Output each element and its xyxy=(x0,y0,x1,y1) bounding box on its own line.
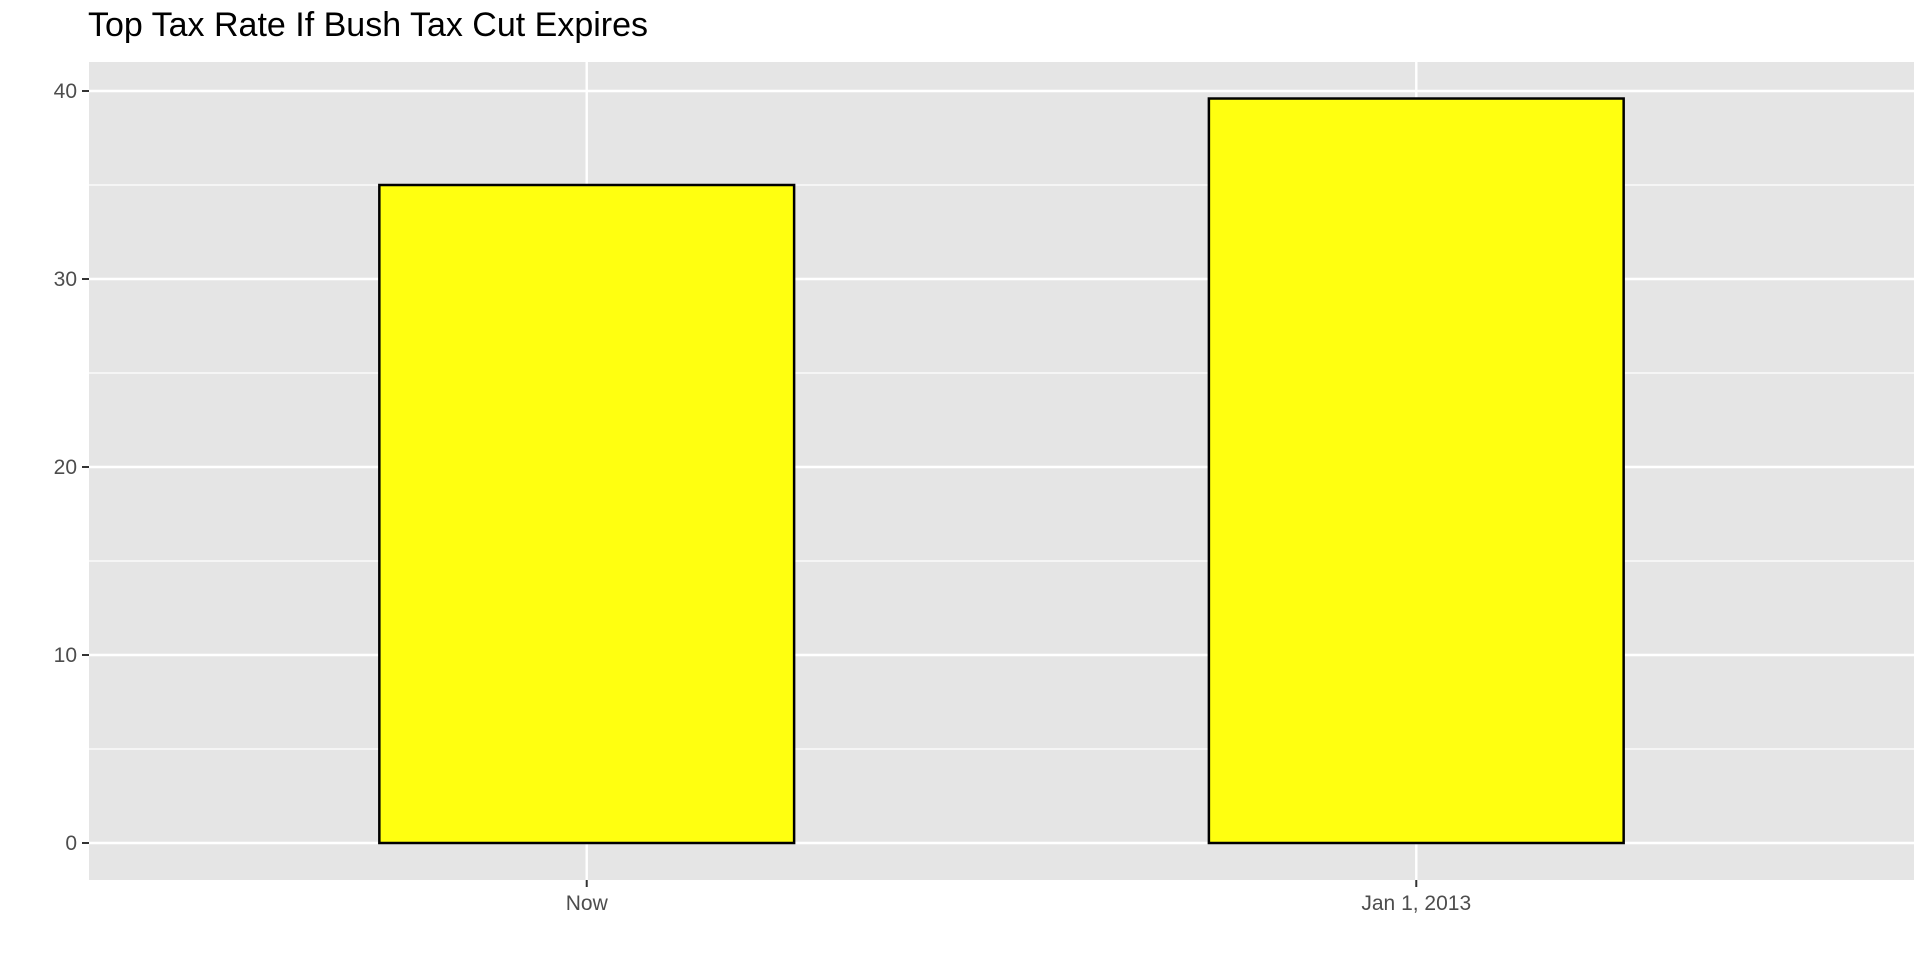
y-tick-label: 0 xyxy=(65,832,77,855)
chart-title: Top Tax Rate If Bush Tax Cut Expires xyxy=(88,6,649,44)
x-tick-label: Jan 1, 2013 xyxy=(1361,892,1471,915)
bars xyxy=(378,97,1625,845)
bar xyxy=(378,183,796,845)
y-axis: 0 10 20 30 40 xyxy=(54,80,89,855)
x-axis: Now Jan 1, 2013 xyxy=(566,880,1471,915)
y-tick-label: 30 xyxy=(54,268,77,291)
y-tick-label: 40 xyxy=(54,80,77,103)
y-tick-label: 20 xyxy=(54,456,77,479)
x-tick-label: Now xyxy=(566,892,609,915)
bar xyxy=(1207,97,1625,845)
y-tick-label: 10 xyxy=(54,644,77,667)
